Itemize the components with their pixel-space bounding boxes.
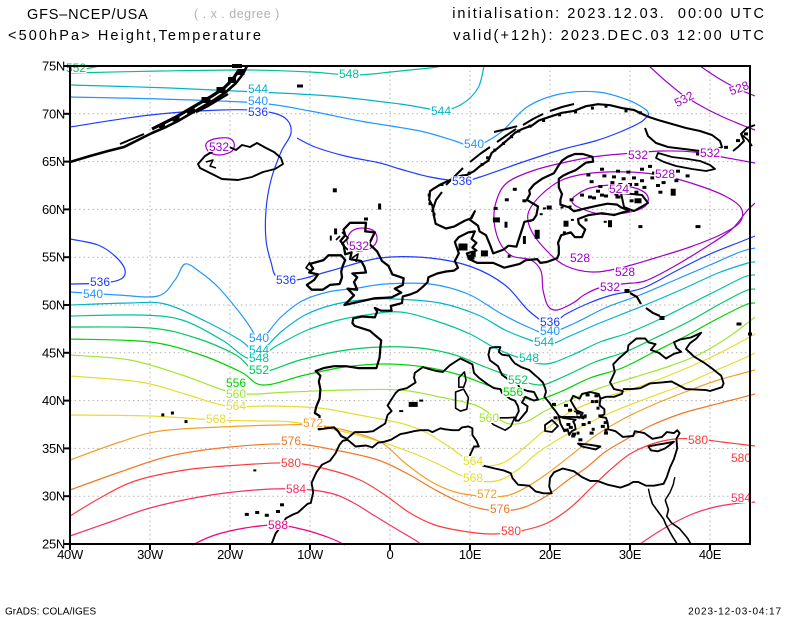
svg-text:568: 568: [206, 412, 226, 426]
svg-text:536: 536: [248, 105, 268, 119]
svg-text:75N: 75N: [42, 59, 65, 74]
svg-text:580: 580: [688, 433, 708, 447]
svg-text:0: 0: [387, 547, 394, 562]
svg-text:556: 556: [226, 376, 246, 390]
svg-text:548: 548: [519, 351, 539, 365]
svg-text:552: 552: [66, 61, 86, 75]
svg-text:536: 536: [452, 174, 472, 188]
svg-text:536: 536: [90, 275, 110, 289]
svg-text:532: 532: [349, 239, 369, 253]
svg-text:initialisation: 2023.12.03. 0: initialisation: 2023.12.03. 00:00 UTC: [452, 6, 766, 22]
svg-text:532: 532: [600, 280, 620, 294]
svg-text:576: 576: [490, 502, 510, 516]
svg-text:30W: 30W: [137, 547, 164, 562]
svg-text:584: 584: [286, 482, 306, 496]
svg-text:40W: 40W: [57, 547, 84, 562]
svg-text:548: 548: [249, 351, 269, 365]
svg-text:45N: 45N: [42, 345, 65, 360]
svg-text:30E: 30E: [619, 547, 642, 562]
svg-text:564: 564: [463, 454, 483, 468]
svg-text:25N: 25N: [42, 537, 65, 552]
svg-text:2023-12-03-04:17: 2023-12-03-04:17: [688, 607, 782, 618]
svg-text:548: 548: [339, 67, 359, 81]
svg-text:55N: 55N: [42, 250, 65, 265]
svg-text:35N: 35N: [42, 441, 65, 456]
svg-text:572: 572: [477, 487, 497, 501]
svg-text:GFS–NCEP/USA: GFS–NCEP/USA: [27, 7, 149, 23]
svg-text:<500hPa> Height,Temperature: <500hPa> Height,Temperature: [8, 28, 263, 44]
svg-text:10E: 10E: [459, 547, 482, 562]
svg-text:540: 540: [83, 287, 103, 301]
svg-text:540: 540: [464, 137, 484, 151]
svg-text:580: 580: [501, 524, 521, 538]
svg-text:30N: 30N: [42, 489, 65, 504]
svg-text:GrADS: COLA/IGES: GrADS: COLA/IGES: [5, 607, 96, 618]
svg-text:536: 536: [540, 315, 560, 329]
svg-text:( . x . degree ): ( . x . degree ): [194, 7, 280, 21]
svg-text:524: 524: [609, 182, 629, 196]
svg-text:20W: 20W: [217, 547, 244, 562]
svg-text:528: 528: [570, 251, 590, 265]
svg-text:576: 576: [281, 434, 301, 448]
svg-text:580: 580: [281, 456, 301, 470]
svg-text:40E: 40E: [699, 547, 722, 562]
svg-text:540: 540: [540, 324, 560, 338]
svg-text:552: 552: [508, 373, 528, 387]
svg-text:536: 536: [276, 273, 296, 287]
svg-text:50N: 50N: [42, 298, 65, 313]
svg-text:528: 528: [655, 167, 675, 181]
svg-text:532: 532: [628, 148, 648, 162]
svg-text:580: 580: [731, 451, 751, 465]
svg-text:568: 568: [463, 471, 483, 485]
svg-text:584: 584: [731, 491, 751, 505]
svg-text:560: 560: [479, 411, 499, 425]
svg-text:588: 588: [268, 518, 288, 532]
svg-text:544: 544: [431, 104, 451, 118]
svg-text:40N: 40N: [42, 393, 65, 408]
svg-text:544: 544: [248, 82, 268, 96]
svg-text:552: 552: [249, 363, 269, 377]
svg-text:528: 528: [615, 265, 635, 279]
svg-text:20E: 20E: [539, 547, 562, 562]
svg-text:65N: 65N: [42, 154, 65, 169]
svg-text:544: 544: [534, 335, 554, 349]
svg-text:532: 532: [209, 140, 229, 154]
svg-text:528: 528: [727, 78, 751, 98]
svg-text:556: 556: [503, 385, 523, 399]
svg-text:540: 540: [248, 94, 268, 108]
svg-text:532: 532: [700, 146, 720, 160]
svg-text:564: 564: [226, 399, 246, 413]
svg-text:572: 572: [303, 416, 323, 430]
svg-text:560: 560: [226, 387, 246, 401]
svg-text:70N: 70N: [42, 106, 65, 121]
svg-text:540: 540: [249, 331, 269, 345]
svg-text:60N: 60N: [42, 202, 65, 217]
svg-text:valid(+12h): 2023.DEC.03 12:00: valid(+12h): 2023.DEC.03 12:00 UTC: [453, 28, 766, 44]
svg-text:10W: 10W: [297, 547, 324, 562]
